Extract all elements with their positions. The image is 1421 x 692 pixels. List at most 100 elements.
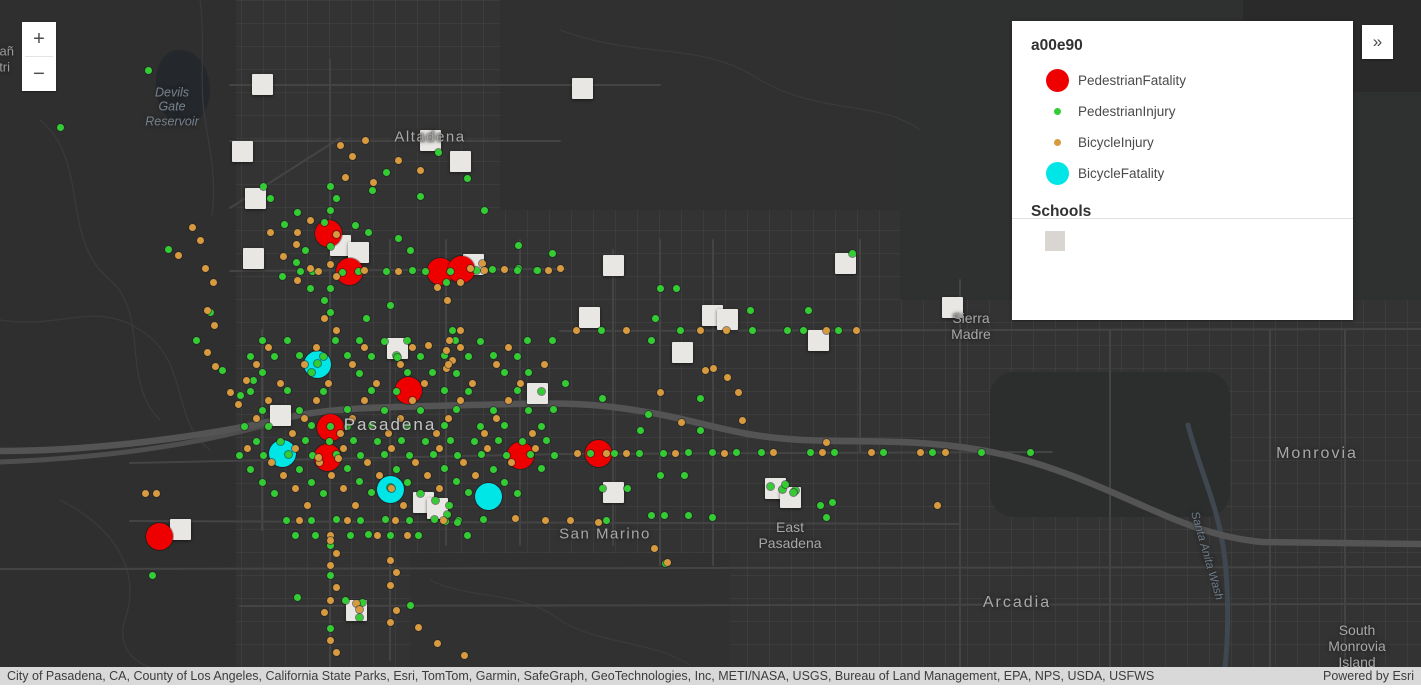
bicycle-injury-marker[interactable]	[556, 264, 564, 272]
bicycle-injury-marker[interactable]	[363, 458, 371, 466]
pedestrian-injury-marker[interactable]	[659, 449, 667, 457]
pedestrian-injury-marker[interactable]	[513, 489, 521, 497]
pedestrian-injury-marker[interactable]	[307, 368, 315, 376]
school-marker[interactable]	[269, 404, 291, 426]
bicycle-injury-marker[interactable]	[369, 178, 377, 186]
pedestrian-injury-marker[interactable]	[358, 598, 366, 606]
pedestrian-injury-marker[interactable]	[708, 448, 716, 456]
bicycle-injury-marker[interactable]	[573, 449, 581, 457]
pedestrian-injury-marker[interactable]	[816, 501, 824, 509]
pedestrian-injury-marker[interactable]	[313, 359, 321, 367]
school-marker[interactable]	[449, 150, 471, 172]
pedestrian-injury-marker[interactable]	[293, 593, 301, 601]
pedestrian-injury-marker[interactable]	[295, 465, 303, 473]
pedestrian-injury-marker[interactable]	[295, 406, 303, 414]
bicycle-injury-marker[interactable]	[480, 429, 488, 437]
bicycle-injury-marker[interactable]	[266, 228, 274, 236]
pedestrian-injury-marker[interactable]	[326, 624, 334, 632]
bicycle-injury-marker[interactable]	[303, 501, 311, 509]
pedestrian-injury-marker[interactable]	[434, 148, 442, 156]
pedestrian-injury-marker[interactable]	[295, 351, 303, 359]
pedestrian-injury-marker[interactable]	[292, 258, 300, 266]
pedestrian-injury-marker[interactable]	[537, 387, 545, 395]
bicycle-injury-marker[interactable]	[709, 364, 717, 372]
pedestrian-injury-marker[interactable]	[586, 449, 594, 457]
bicycle-injury-marker[interactable]	[738, 416, 746, 424]
pedestrian-injury-marker[interactable]	[494, 436, 502, 444]
pedestrian-injury-marker[interactable]	[1026, 448, 1034, 456]
bicycle-injury-marker[interactable]	[480, 266, 488, 274]
school-marker[interactable]	[244, 187, 266, 209]
bicycle-injury-marker[interactable]	[234, 400, 242, 408]
bicycle-injury-marker[interactable]	[386, 581, 394, 589]
bicycle-injury-marker[interactable]	[327, 471, 335, 479]
pedestrian-injury-marker[interactable]	[311, 531, 319, 539]
pedestrian-injury-marker[interactable]	[656, 471, 664, 479]
pedestrian-injury-marker[interactable]	[282, 516, 290, 524]
school-marker[interactable]	[169, 518, 191, 540]
bicycle-injury-marker[interactable]	[656, 388, 664, 396]
pedestrian-injury-marker[interactable]	[382, 267, 390, 275]
pedestrian-injury-marker[interactable]	[416, 406, 424, 414]
pedestrian-injury-marker[interactable]	[644, 410, 652, 418]
bicycle-injury-marker[interactable]	[332, 326, 340, 334]
pedestrian-injury-marker[interactable]	[440, 386, 448, 394]
pedestrian-injury-marker[interactable]	[928, 448, 936, 456]
bicycle-injury-marker[interactable]	[243, 444, 251, 452]
pedestrian-injury-marker[interactable]	[781, 480, 789, 488]
pedestrian-injury-marker[interactable]	[278, 272, 286, 280]
bicycle-injury-marker[interactable]	[279, 471, 287, 479]
bicycle-injury-marker[interactable]	[332, 230, 340, 238]
pedestrian-injury-marker[interactable]	[549, 405, 557, 413]
bicycle-injury-marker[interactable]	[209, 278, 217, 286]
pedestrian-injury-marker[interactable]	[307, 421, 315, 429]
pedestrian-injury-marker[interactable]	[283, 386, 291, 394]
bicycle-injury-marker[interactable]	[264, 396, 272, 404]
bicycle-injury-marker[interactable]	[456, 326, 464, 334]
bicycle-injury-marker[interactable]	[444, 360, 452, 368]
pedestrian-injury-marker[interactable]	[408, 266, 416, 274]
bicycle-injury-marker[interactable]	[348, 152, 356, 160]
pedestrian-injury-marker[interactable]	[783, 326, 791, 334]
school-marker[interactable]	[251, 73, 273, 95]
bicycle-injury-marker[interactable]	[352, 599, 360, 607]
school-marker[interactable]	[242, 247, 264, 269]
school-marker[interactable]	[716, 308, 738, 330]
pedestrian-injury-marker[interactable]	[356, 516, 364, 524]
pedestrian-injury-marker[interactable]	[672, 284, 680, 292]
bicycle-injury-marker[interactable]	[540, 360, 548, 368]
pedestrian-injury-marker[interactable]	[276, 437, 284, 445]
bicycle-injury-marker[interactable]	[288, 429, 296, 437]
bicycle-injury-marker[interactable]	[933, 501, 941, 509]
pedestrian-injury-marker[interactable]	[416, 352, 424, 360]
pedestrian-injury-marker[interactable]	[757, 448, 765, 456]
pedestrian-injury-marker[interactable]	[526, 450, 534, 458]
pedestrian-injury-marker[interactable]	[623, 484, 631, 492]
bicycle-injury-marker[interactable]	[375, 471, 383, 479]
pedestrian-injury-marker[interactable]	[428, 368, 436, 376]
pedestrian-injury-marker[interactable]	[364, 228, 372, 236]
pedestrian-injury-marker[interactable]	[452, 477, 460, 485]
pedestrian-injury-marker[interactable]	[442, 278, 450, 286]
pedestrian-injury-marker[interactable]	[280, 220, 288, 228]
pedestrian-injury-marker[interactable]	[403, 422, 411, 430]
pedestrian-injury-marker[interactable]	[598, 394, 606, 402]
pedestrian-injury-marker[interactable]	[380, 406, 388, 414]
pedestrian-injury-marker[interactable]	[326, 242, 334, 250]
pedestrian-injury-marker[interactable]	[464, 352, 472, 360]
school-marker[interactable]	[941, 296, 963, 318]
bicycle-injury-marker[interactable]	[348, 414, 356, 422]
bicycle-injury-marker[interactable]	[188, 223, 196, 231]
bicycle-injury-marker[interactable]	[424, 341, 432, 349]
pedestrian-injury-marker[interactable]	[148, 571, 156, 579]
pedestrian-injury-marker[interactable]	[393, 353, 401, 361]
bicycle-injury-marker[interactable]	[306, 216, 314, 224]
bicycle-injury-marker[interactable]	[384, 429, 392, 437]
bicycle-injury-marker[interactable]	[466, 264, 474, 272]
pedestrian-injury-marker[interactable]	[355, 613, 363, 621]
pedestrian-injury-marker[interactable]	[431, 496, 439, 504]
bicycle-injury-marker[interactable]	[332, 583, 340, 591]
bicycle-injury-marker[interactable]	[433, 639, 441, 647]
bicycle-injury-marker[interactable]	[324, 379, 332, 387]
pedestrian-injury-marker[interactable]	[676, 326, 684, 334]
